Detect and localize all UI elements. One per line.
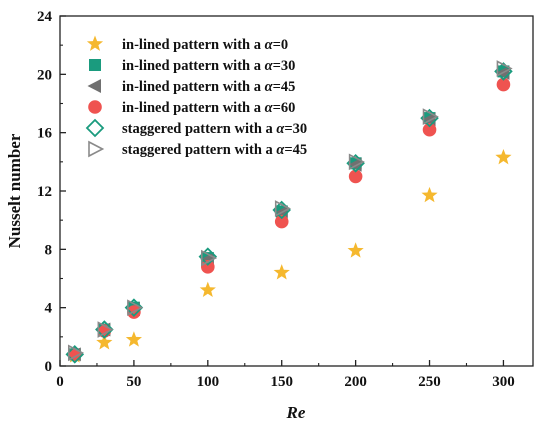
data-point-triangle-right-open xyxy=(67,344,85,362)
legend-marker-circle xyxy=(88,100,102,114)
y-tick-label: 8 xyxy=(45,242,53,258)
legend-item: in-lined pattern with a α=60 xyxy=(88,100,295,116)
data-point-triangle-right-open xyxy=(97,321,114,338)
legend-label-alpha: α xyxy=(265,58,274,74)
legend-label-prefix: staggered pattern with a xyxy=(122,142,276,158)
legend-item: staggered pattern with a α=45 xyxy=(88,140,307,158)
y-tick-label: 20 xyxy=(37,67,52,83)
data-point-star xyxy=(273,264,290,280)
series-layer xyxy=(65,60,513,364)
legend-label: in-lined pattern with a α=30 xyxy=(122,58,295,74)
x-tick-label: 150 xyxy=(270,374,293,390)
data-point-circle xyxy=(496,77,511,92)
legend-label-prefix: in-lined pattern with a xyxy=(122,79,265,95)
data-point-triangle-right-open xyxy=(127,299,144,316)
data-point-star xyxy=(96,334,113,350)
legend-label-alpha: α xyxy=(276,121,285,137)
y-tick-label: 16 xyxy=(37,126,53,142)
data-point-star xyxy=(421,186,438,203)
x-tick-label: 100 xyxy=(197,374,220,390)
data-point-triangle-right-open xyxy=(201,249,218,267)
y-tick-label: 0 xyxy=(45,359,53,375)
x-tick-label: 50 xyxy=(126,374,141,390)
legend-marker-square xyxy=(89,59,101,71)
x-tick-label: 0 xyxy=(56,374,64,390)
legend-item: in-lined pattern with a α=30 xyxy=(89,58,295,74)
data-point-circle xyxy=(422,122,437,137)
series-0-star xyxy=(66,148,512,363)
y-tick-label: 12 xyxy=(37,184,52,200)
x-tick-label: 200 xyxy=(344,374,367,390)
data-point-star xyxy=(495,148,512,165)
legend-label-prefix: in-lined pattern with a xyxy=(122,37,265,53)
legend-label-value: =30 xyxy=(284,121,307,137)
legend-item: in-lined pattern with a α=0 xyxy=(86,35,288,53)
legend-marker-triangle-right-open xyxy=(88,140,105,158)
legend-label-alpha: α xyxy=(276,142,285,158)
data-point-triangle-right-open xyxy=(348,153,365,171)
legend-marker-star xyxy=(86,35,104,51)
legend-label-alpha: α xyxy=(265,79,274,95)
data-point-star xyxy=(199,281,216,298)
legend-label-prefix: in-lined pattern with a xyxy=(122,58,265,74)
legend-label-alpha: α xyxy=(265,100,274,116)
legend-label-prefix: in-lined pattern with a xyxy=(122,100,265,116)
data-point-star xyxy=(125,331,142,347)
data-point-triangle-right-open xyxy=(496,60,513,77)
legend-label: in-lined pattern with a α=45 xyxy=(122,79,295,95)
data-point-triangle-right-open xyxy=(422,108,439,125)
legend-label: in-lined pattern with a α=60 xyxy=(122,100,295,116)
legend-label-value: =30 xyxy=(273,58,296,74)
data-point-circle xyxy=(274,214,289,229)
legend-label-value: =60 xyxy=(273,100,296,116)
legend-label-value: =45 xyxy=(284,142,307,158)
y-axis-title: Nusselt number xyxy=(5,133,24,248)
data-point-triangle-right-open xyxy=(274,200,291,217)
legend-label-value: =45 xyxy=(273,79,296,95)
legend-label: in-lined pattern with a α=0 xyxy=(122,37,288,53)
axis-ticks: 0 50 100 150 200 250 300 0 4 8 12 16 20 24 xyxy=(37,9,515,390)
x-tick-label: 300 xyxy=(492,374,515,390)
series-5-triangle-right-open xyxy=(67,60,513,362)
y-tick-label: 24 xyxy=(37,9,53,25)
legend-label-value: =0 xyxy=(273,37,289,53)
legend-item: staggered pattern with a α=30 xyxy=(85,118,307,138)
legend-item: in-lined pattern with a α=45 xyxy=(87,79,295,95)
x-axis-title: Re xyxy=(286,403,306,422)
legend-label-prefix: staggered pattern with a xyxy=(122,121,276,137)
legend-label-alpha: α xyxy=(265,37,274,53)
x-tick-label: 250 xyxy=(418,374,441,390)
legend-marker-diamond-open xyxy=(85,118,105,138)
legend-label: staggered pattern with a α=30 xyxy=(122,121,307,137)
legend-marker-triangle-left xyxy=(87,79,101,93)
y-tick-label: 4 xyxy=(45,301,53,317)
legend-label: staggered pattern with a α=45 xyxy=(122,142,307,158)
data-point-star xyxy=(347,242,364,258)
legend: in-lined pattern with a α=0in-lined patt… xyxy=(85,35,307,158)
data-point-circle xyxy=(348,169,363,184)
